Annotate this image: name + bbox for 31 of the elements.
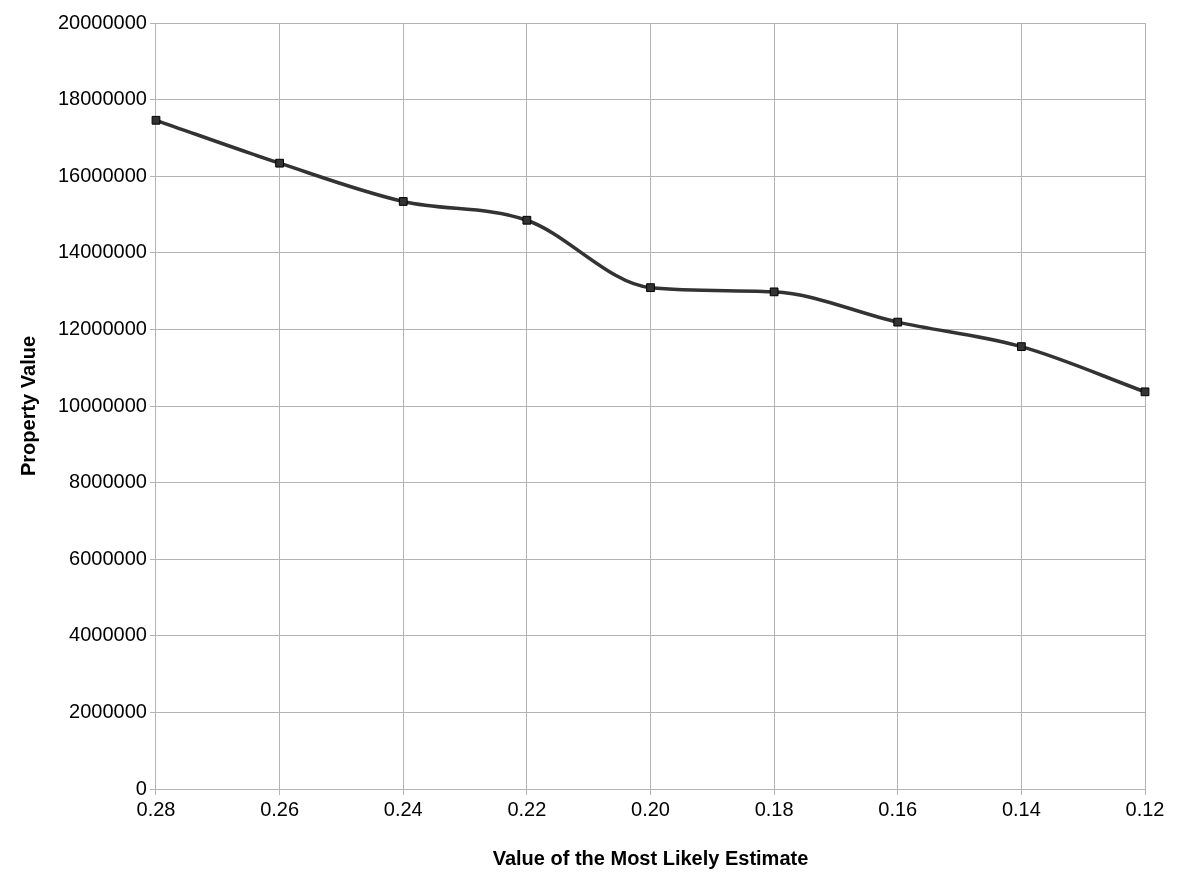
point: [1140, 387, 1150, 397]
y-tick-label: 10000000: [58, 393, 147, 416]
y-axis-title: Property Value: [16, 335, 39, 477]
x-axis-title: Value of the Most Likely Estimate: [492, 846, 809, 869]
x-tick-label: 0.22: [507, 797, 547, 820]
point: [646, 283, 655, 293]
y-tick-label: 20000000: [58, 10, 147, 33]
x-tick-label: 0.12: [1125, 797, 1165, 820]
y-tick-label: 16000000: [58, 163, 147, 186]
x-tick-label: 0.18: [754, 797, 794, 820]
y-tick-label: 2000000: [69, 699, 147, 722]
point: [893, 317, 903, 327]
y-tick-label: 12000000: [58, 316, 147, 339]
x-tick-label: 0.24: [383, 797, 423, 820]
y-tick-label: 8000000: [69, 470, 147, 493]
x-tick-label: 0.20: [631, 797, 670, 820]
y-tick-label: 14000000: [58, 240, 147, 263]
x-tick-label: 0.14: [1001, 797, 1041, 820]
point: [769, 287, 779, 297]
y-tick-label: 6000000: [69, 546, 147, 569]
point: [522, 215, 532, 225]
x-tick-label: 0.28: [136, 797, 176, 820]
y-tick-label: 4000000: [69, 623, 147, 646]
y-tick-label: 0: [135, 776, 147, 799]
y-tick-label: 18000000: [58, 87, 147, 110]
point: [275, 158, 284, 168]
point: [1016, 342, 1026, 352]
point: [398, 197, 408, 206]
point: [151, 115, 161, 125]
x-tick-label: 0.26: [260, 797, 300, 820]
x-tick-label: 0.16: [878, 797, 918, 820]
